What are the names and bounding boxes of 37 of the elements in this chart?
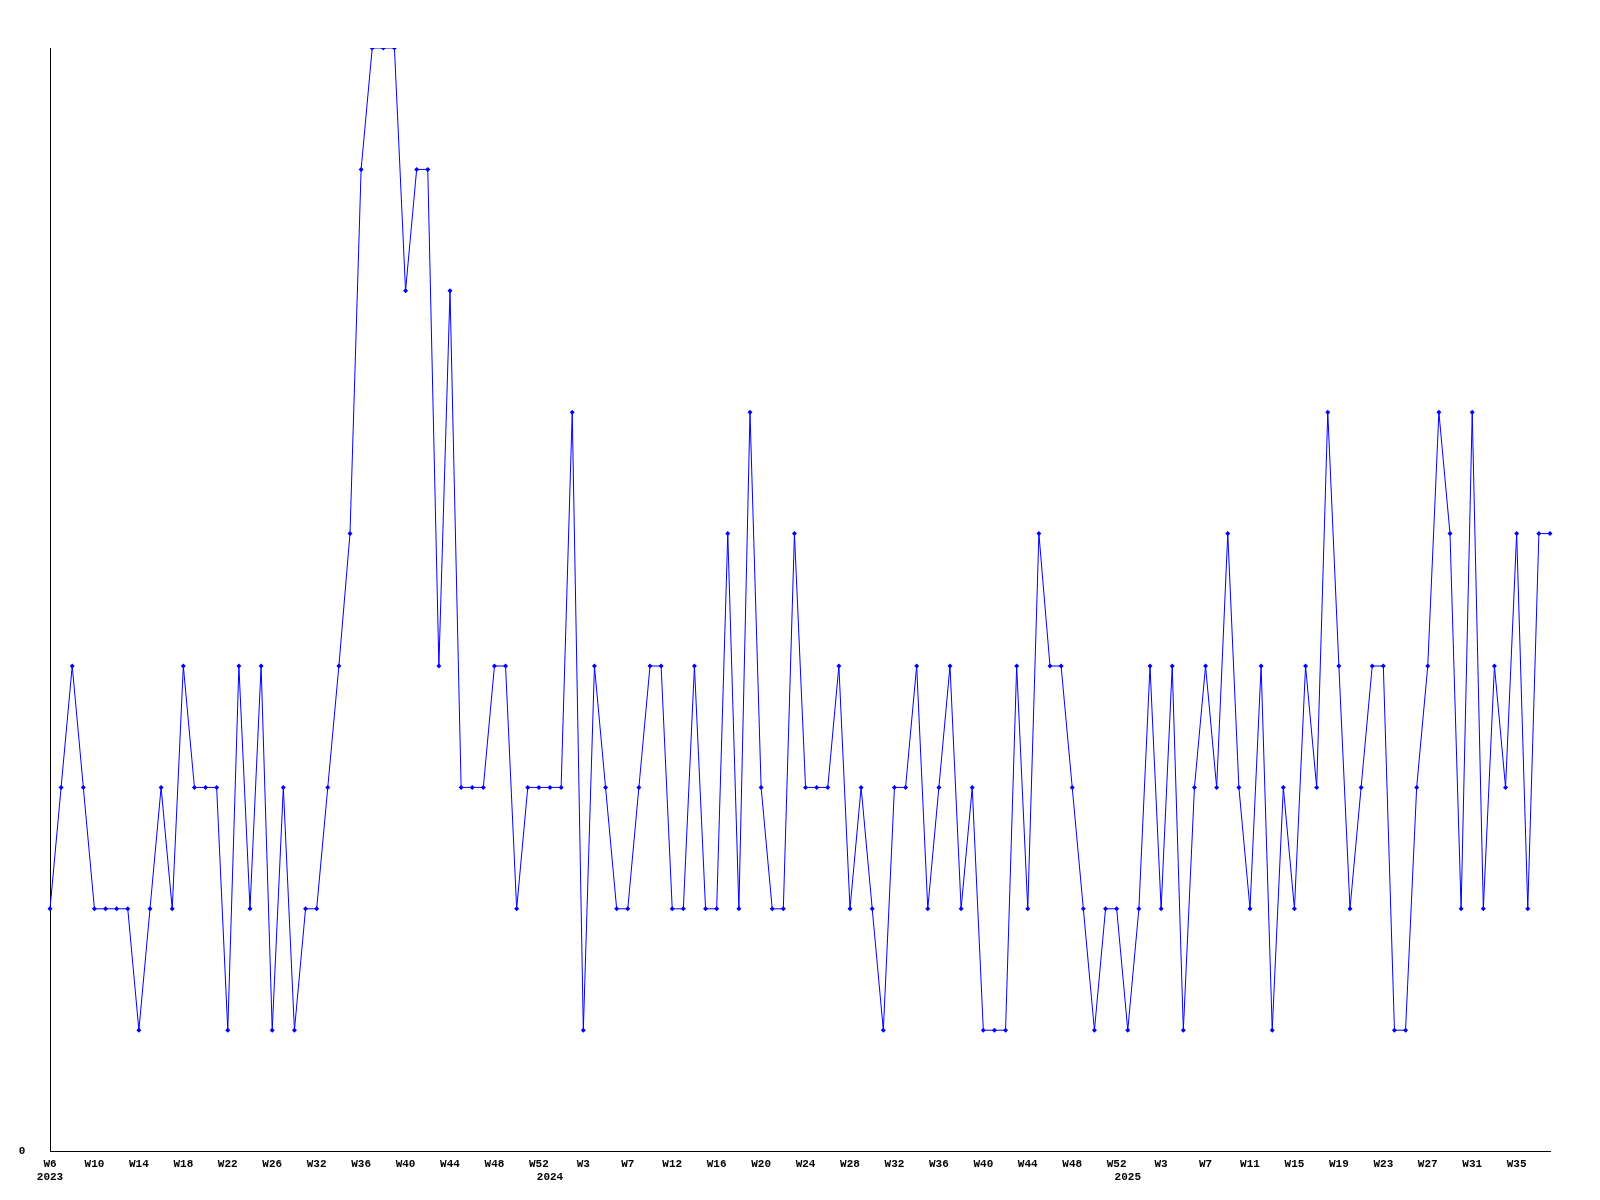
- x-tick-label: W28: [840, 1157, 861, 1170]
- x-tick-label: W40: [973, 1157, 994, 1170]
- x-tick-label: W24: [795, 1157, 816, 1170]
- x-tick-label: W44: [440, 1157, 461, 1170]
- x-tick-label: W32: [884, 1157, 905, 1170]
- x-tick-label: W44: [1017, 1157, 1039, 1170]
- x-tick-label: W11: [1240, 1157, 1261, 1170]
- x-tick-label: 2025: [1114, 1171, 1142, 1184]
- x-tick-label: W6 2023: [36, 1157, 64, 1184]
- x-tick-label: W23: [1373, 1157, 1394, 1170]
- x-tick-label: W40: [395, 1157, 416, 1170]
- x-tick-label: W19: [1328, 1157, 1349, 1170]
- x-tick-label: W20: [751, 1157, 772, 1170]
- x-tick-label: W52: [1106, 1157, 1127, 1170]
- x-tick-label: W36: [928, 1157, 949, 1170]
- x-tick-label: W12: [662, 1157, 683, 1170]
- x-tick-label: W7: [621, 1157, 635, 1170]
- x-tick-label: W52: [528, 1157, 549, 1170]
- x-tick-label: W3: [576, 1157, 591, 1170]
- x-tick-label: 2024: [536, 1171, 564, 1184]
- x-tick-label: W36: [351, 1157, 372, 1170]
- x-tick-label: W31: [1462, 1157, 1483, 1170]
- x-tick-label: W35: [1506, 1157, 1527, 1170]
- x-tick-label: W48: [484, 1157, 505, 1170]
- x-tick-label: W27: [1417, 1157, 1438, 1170]
- text: 0: [18, 1145, 26, 1158]
- x-tick-label: W16: [706, 1157, 727, 1170]
- x-tick-label: W15: [1284, 1157, 1305, 1170]
- x-tick-label: W48: [1062, 1157, 1083, 1170]
- x-tick-label: W7: [1198, 1157, 1213, 1170]
- x-tick-label: W26: [262, 1157, 283, 1170]
- x-tick-label: W10: [84, 1157, 105, 1170]
- x-tick-label: W32: [306, 1157, 327, 1170]
- x-tick-label: W14: [128, 1157, 150, 1170]
- x-tick-label: W18: [173, 1157, 194, 1170]
- x-tick-label: W3: [1154, 1157, 1169, 1170]
- x-tick-label: W22: [217, 1157, 238, 1170]
